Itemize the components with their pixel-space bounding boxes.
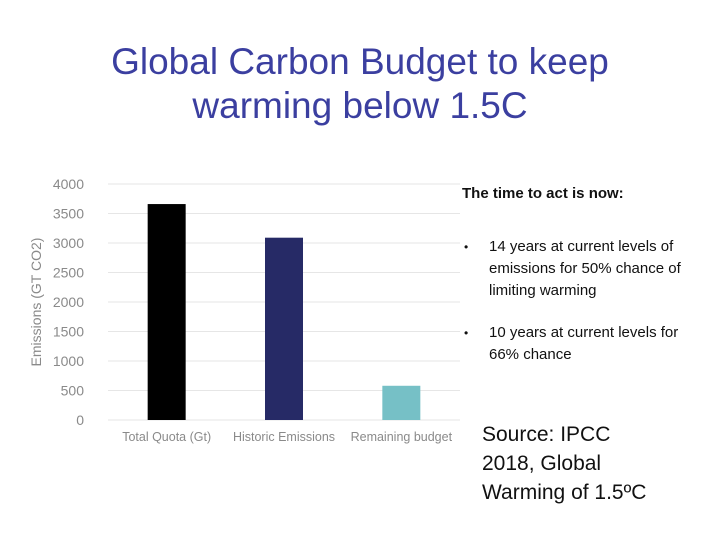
y-tick-label: 2500 — [53, 265, 84, 281]
bullet-list: • 14 years at current levels of emission… — [462, 236, 707, 366]
emissions-bar-chart: 0 500 1000 1500 2000 2500 3000 3500 4000 Emission… — [28, 176, 460, 444]
bullet-icon: • — [464, 240, 469, 254]
y-tick-label: 0 — [76, 412, 84, 428]
bullet-text: 14 years at current levels of emissions … — [489, 238, 681, 299]
source-line-3: Warming of 1.5ºC — [482, 481, 647, 504]
bullet-text: 10 years at current levels for 66% chanc… — [489, 324, 679, 363]
x-tick-label: Remaining budget — [351, 430, 453, 444]
y-tick-label: 3000 — [53, 235, 84, 251]
source-citation: Source: IPCC 2018, Global Warming of 1.5… — [482, 420, 702, 507]
y-tick-label: 500 — [61, 383, 85, 399]
x-tick-label: Historic Emissions — [233, 430, 335, 444]
y-tick-label: 1500 — [53, 324, 84, 340]
x-tick-label: Total Quota (Gt) — [122, 430, 211, 444]
y-axis-label: Emissions (GT CO2) — [28, 238, 44, 367]
bullet-icon: • — [464, 326, 469, 340]
y-tick-label: 1000 — [53, 353, 84, 369]
y-tick-label: 3500 — [53, 206, 84, 222]
y-tick-label: 4000 — [53, 176, 84, 192]
title-line-1: Global Carbon Budget to keep — [111, 41, 609, 82]
bullet-item: • 10 years at current levels for 66% cha… — [462, 322, 707, 366]
bar — [147, 204, 186, 420]
y-tick-label: 2000 — [53, 294, 84, 310]
slide-title: Global Carbon Budget to keep warming bel… — [40, 40, 680, 128]
info-panel: The time to act is now: • 14 years at cu… — [462, 185, 707, 386]
panel-heading: The time to act is now: — [462, 185, 624, 202]
source-line-1: Source: IPCC — [482, 423, 611, 446]
source-line-2: 2018, Global — [482, 452, 602, 475]
bar — [265, 237, 303, 420]
bullet-item: • 14 years at current levels of emission… — [462, 236, 707, 302]
title-line-2: warming below 1.5C — [192, 85, 528, 126]
bar — [382, 385, 421, 420]
